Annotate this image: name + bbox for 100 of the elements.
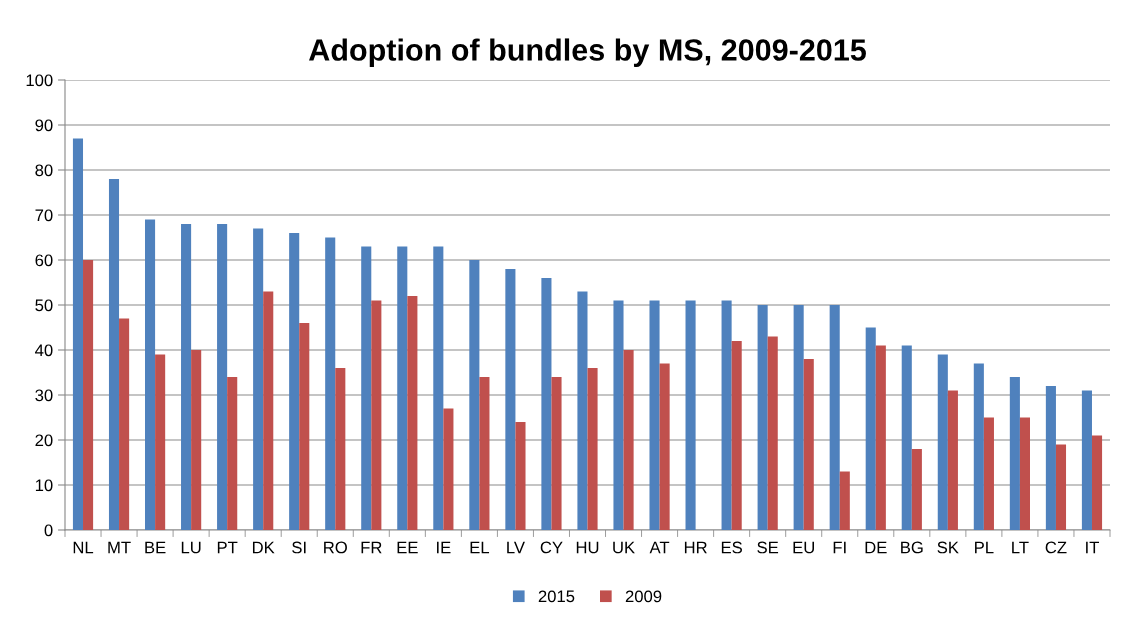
bar: [685, 300, 696, 530]
bar: [803, 359, 814, 530]
bar: [875, 345, 886, 530]
bar: [721, 300, 732, 530]
bar: [865, 327, 876, 530]
x-tick-label: HU: [576, 541, 599, 554]
x-tick-label: DK: [252, 541, 275, 554]
bar: [649, 300, 660, 530]
x-tick-label: IE: [437, 541, 451, 554]
bar: [515, 422, 526, 530]
bar: [181, 224, 192, 530]
bar: [947, 390, 958, 530]
bar: [263, 291, 274, 530]
bar: [1009, 377, 1020, 530]
x-tick-label: AT: [649, 541, 670, 554]
bar: [1055, 444, 1067, 530]
legend-label: 2015: [538, 590, 575, 603]
x-tick-label: BE: [145, 541, 166, 554]
x-tick-label: CZ: [1045, 541, 1067, 554]
x-tick-label: FI: [833, 541, 846, 554]
bar: [289, 233, 300, 530]
legend-label: 2009: [625, 590, 662, 603]
bar: [371, 300, 382, 530]
bar: [731, 341, 742, 530]
y-tick-label: 20: [35, 434, 53, 447]
x-tick-label: SE: [757, 541, 779, 554]
bar: [587, 368, 598, 530]
y-tick-label: 60: [35, 254, 53, 267]
bar: [227, 377, 238, 530]
x-tick-label: LU: [181, 541, 201, 554]
bar: [757, 305, 768, 530]
bar: [325, 237, 336, 530]
x-tick-label: RO: [324, 541, 347, 554]
y-tick-label: 50: [35, 299, 53, 312]
bar: [937, 354, 948, 530]
bar: [793, 305, 804, 530]
y-tick-label: 100: [26, 74, 53, 87]
bar: [72, 138, 84, 530]
x-tick-label: LV: [507, 541, 525, 554]
bar: [1019, 417, 1030, 530]
bar: [397, 246, 408, 530]
bar: [623, 350, 634, 530]
x-tick-label: ES: [721, 541, 742, 554]
x-tick-label: NL: [73, 541, 94, 554]
y-tick-label: 10: [35, 479, 53, 492]
x-tick-label: EU: [793, 541, 814, 554]
bar: [1081, 390, 1092, 530]
bar: [407, 296, 418, 530]
bar: [191, 350, 202, 530]
bar: [155, 354, 166, 530]
bar: [479, 377, 490, 530]
y-tick-label: 40: [35, 344, 53, 357]
bar: [443, 408, 454, 530]
x-tick-label: HR: [684, 541, 707, 554]
bar: [299, 323, 310, 530]
x-tick-label: IT: [1086, 541, 1100, 554]
x-tick-label: PT: [217, 541, 238, 554]
bar: [983, 417, 994, 530]
y-tick-label: 70: [35, 209, 53, 222]
x-tick-label: SK: [937, 541, 959, 554]
bar: [469, 260, 480, 530]
y-tick-label: 0: [44, 524, 53, 537]
chart-title: Adoption of bundles by MS, 2009-2015: [308, 38, 866, 67]
x-tick-label: FR: [361, 541, 382, 554]
bar: [361, 246, 372, 530]
x-tick-label: EL: [470, 541, 490, 554]
bar: [505, 269, 516, 530]
x-tick-label: BG: [901, 541, 923, 554]
bar: [217, 224, 228, 530]
y-tick-label: 90: [35, 119, 53, 132]
bar: [335, 368, 346, 530]
x-tick-label: SI: [292, 541, 306, 554]
bar: [839, 471, 850, 530]
bar: [108, 179, 120, 530]
bar: [973, 363, 984, 530]
bar: [119, 318, 130, 530]
bar: [433, 246, 444, 530]
bar: [551, 377, 562, 530]
x-tick-label: CY: [540, 541, 563, 554]
x-tick-label: EE: [397, 541, 418, 554]
x-tick-label: UK: [613, 541, 635, 554]
bar: [829, 305, 840, 530]
bar: [613, 300, 624, 530]
bar: [83, 260, 94, 530]
bar: [911, 449, 922, 530]
x-tick-label: LT: [1012, 541, 1029, 554]
bar: [577, 291, 588, 530]
bar: [253, 228, 264, 530]
bar: [541, 278, 552, 530]
x-tick-label: PL: [975, 541, 994, 554]
bar: [767, 336, 778, 530]
x-tick-label: DE: [865, 541, 887, 554]
y-tick-label: 80: [35, 164, 53, 177]
bar: [145, 219, 156, 530]
bar: [901, 345, 912, 530]
bar: [659, 363, 670, 530]
y-tick-label: 30: [35, 389, 53, 402]
bar: [1091, 435, 1103, 530]
x-tick-label: MT: [108, 541, 131, 554]
bar: [1045, 386, 1056, 530]
